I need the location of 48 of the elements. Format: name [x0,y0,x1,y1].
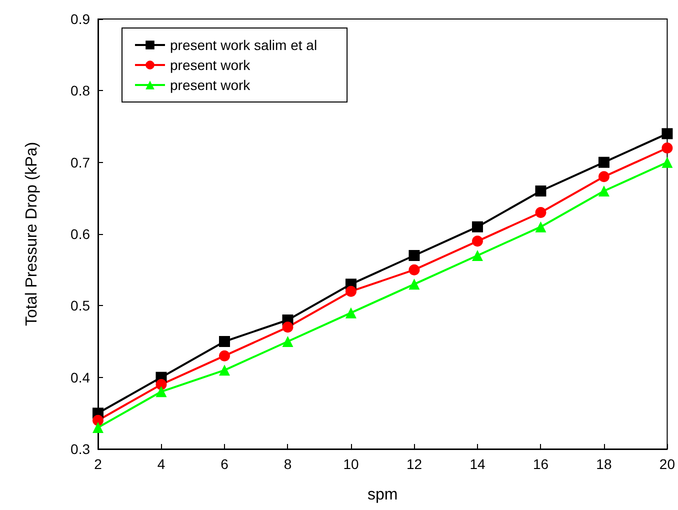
x-tick-label: 14 [470,456,486,472]
y-tick-label: 0.6 [70,226,90,242]
y-axis-title: Total Pressure Drop (kPa) [24,142,40,326]
x-tick-label: 18 [596,456,612,472]
point [662,142,673,154]
point [156,386,167,398]
point [345,307,356,318]
point [408,278,420,290]
legend-label: present work salim et al [170,37,318,53]
point [218,336,230,347]
point [219,350,230,362]
y-tick-label: 0.3 [70,441,90,457]
point [535,186,546,196]
point [345,286,356,297]
y-tick-label: 0.8 [70,82,90,99]
point [472,236,483,247]
point [662,128,673,140]
x-tick-label: 12 [406,456,422,472]
x-tick-label: 8 [284,456,292,472]
point [472,221,483,232]
point [535,207,546,218]
point [598,156,610,168]
point [92,422,104,433]
x-tick-label: 16 [532,456,549,472]
point [598,171,610,182]
point [282,336,294,347]
point [408,250,420,261]
point [472,250,483,261]
point [218,364,230,376]
point [92,414,104,426]
x-axis-title: spm [367,486,398,504]
y-tick-label: 0.5 [70,298,90,314]
x-tick-label: 20 [659,456,676,472]
point [282,322,294,333]
legend-label: present work [170,77,252,93]
point [408,264,420,276]
x-tick-label: 2 [94,456,102,472]
x-tick-label: 6 [220,456,229,472]
point [662,156,673,168]
x-tick-label: 10 [343,456,359,472]
point [535,221,546,232]
point [156,379,167,390]
y-tick-label: 0.9 [70,11,90,27]
y-tick-label: 0.4 [70,369,90,386]
x-tick-label: 4 [157,456,166,472]
y-tick-label: 0.7 [70,154,90,170]
point [598,186,610,196]
legend-label: present work [170,57,252,73]
